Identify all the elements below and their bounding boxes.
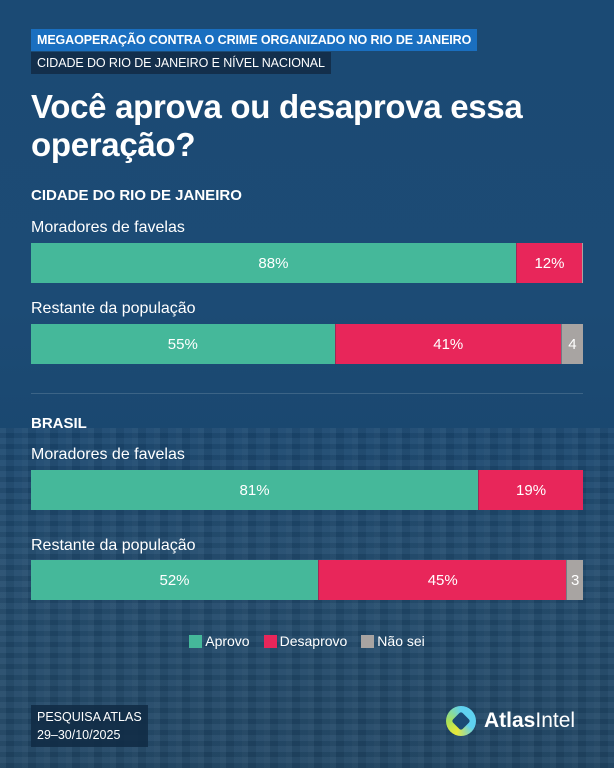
segment-nao-sei: 4 — [560, 324, 583, 364]
chart-legend: Aprovo Desaprovo Não sei — [0, 633, 614, 649]
source-date: 29–30/10/2025 — [37, 728, 121, 742]
segment-nao-sei — [582, 243, 584, 283]
stacked-bar: 55% 41% 4 — [31, 324, 583, 364]
atlasintel-logo: AtlasIntel — [446, 706, 575, 736]
legend-swatch-aprovo — [189, 634, 203, 648]
compass-logo-icon — [446, 706, 476, 736]
row-label: Moradores de favelas — [31, 219, 185, 236]
stacked-bar: 88% 12% — [31, 243, 584, 283]
brand-regular: Intel — [535, 709, 576, 732]
scope-tag: CIDADE DO RIO DE JANEIRO E NÍVEL NACIONA… — [31, 52, 331, 74]
section-divider — [31, 393, 583, 394]
legend-item-aprovo: Aprovo — [189, 633, 250, 649]
source-name: PESQUISA ATLAS — [37, 710, 142, 724]
legend-swatch-nao-sei — [361, 634, 375, 648]
segment-aprovo: 52% — [31, 560, 319, 600]
segment-desaprovo: 12% — [515, 243, 583, 283]
brand-bold: Atlas — [484, 709, 536, 732]
segment-aprovo: 88% — [31, 243, 516, 283]
topic-tag: MEGAOPERAÇÃO CONTRA O CRIME ORGANIZADO N… — [31, 29, 478, 51]
survey-source: PESQUISA ATLAS 29–30/10/2025 — [31, 705, 148, 747]
row-label: Restante da população — [31, 300, 196, 317]
legend-item-desaprovo: Desaprovo — [263, 633, 348, 649]
segment-desaprovo: 41% — [334, 324, 561, 364]
segment-aprovo: 81% — [31, 470, 479, 510]
legend-label: Aprovo — [205, 633, 250, 649]
page-title: Você aprova ou desaprova essa operação? — [31, 88, 523, 163]
section-title-rio: CIDADE DO RIO DE JANEIRO — [31, 187, 242, 204]
section-title-brasil: BRASIL — [31, 415, 87, 432]
legend-label: Não sei — [377, 633, 425, 649]
segment-desaprovo: 45% — [318, 560, 567, 600]
legend-swatch-desaprovo — [263, 634, 277, 648]
stacked-bar: 52% 45% 3 — [31, 560, 583, 600]
segment-aprovo: 55% — [31, 324, 335, 364]
row-label: Moradores de favelas — [31, 446, 185, 463]
segment-desaprovo: 19% — [478, 470, 583, 510]
row-label: Restante da população — [31, 537, 196, 554]
segment-nao-sei: 3 — [566, 560, 583, 600]
legend-item-nao-sei: Não sei — [361, 633, 425, 649]
brand-name: AtlasIntel — [484, 709, 575, 733]
stacked-bar: 81% 19% — [31, 470, 583, 510]
legend-label: Desaprovo — [279, 633, 348, 649]
